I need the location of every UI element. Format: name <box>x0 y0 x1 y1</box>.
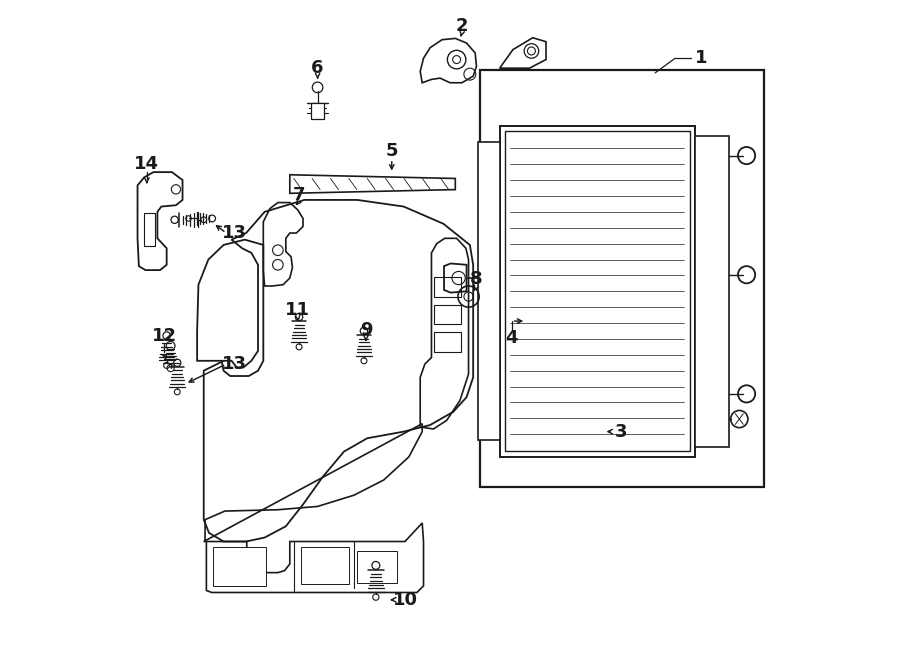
Bar <box>479 142 500 440</box>
Text: 13: 13 <box>222 224 248 242</box>
Bar <box>434 277 461 297</box>
Text: 1: 1 <box>696 49 707 68</box>
Text: 13: 13 <box>222 355 248 373</box>
Text: 11: 11 <box>285 301 310 319</box>
Text: 9: 9 <box>360 320 373 339</box>
Text: 4: 4 <box>505 328 518 347</box>
Text: 2: 2 <box>455 17 468 36</box>
Text: 6: 6 <box>311 58 324 77</box>
Bar <box>480 70 764 487</box>
Bar <box>144 213 155 246</box>
Text: 14: 14 <box>134 155 159 173</box>
Bar <box>302 547 348 584</box>
Text: 3: 3 <box>615 422 627 441</box>
Bar <box>311 103 324 119</box>
Text: 5: 5 <box>385 142 398 160</box>
Bar <box>213 547 266 586</box>
Bar <box>695 136 729 447</box>
Bar <box>505 131 689 451</box>
Bar <box>500 126 695 457</box>
Text: 12: 12 <box>151 327 176 346</box>
Bar <box>434 305 461 324</box>
Bar <box>434 332 461 352</box>
Text: 10: 10 <box>392 591 418 609</box>
Bar <box>357 551 397 583</box>
Text: 7: 7 <box>292 185 305 204</box>
Text: 8: 8 <box>470 270 482 289</box>
